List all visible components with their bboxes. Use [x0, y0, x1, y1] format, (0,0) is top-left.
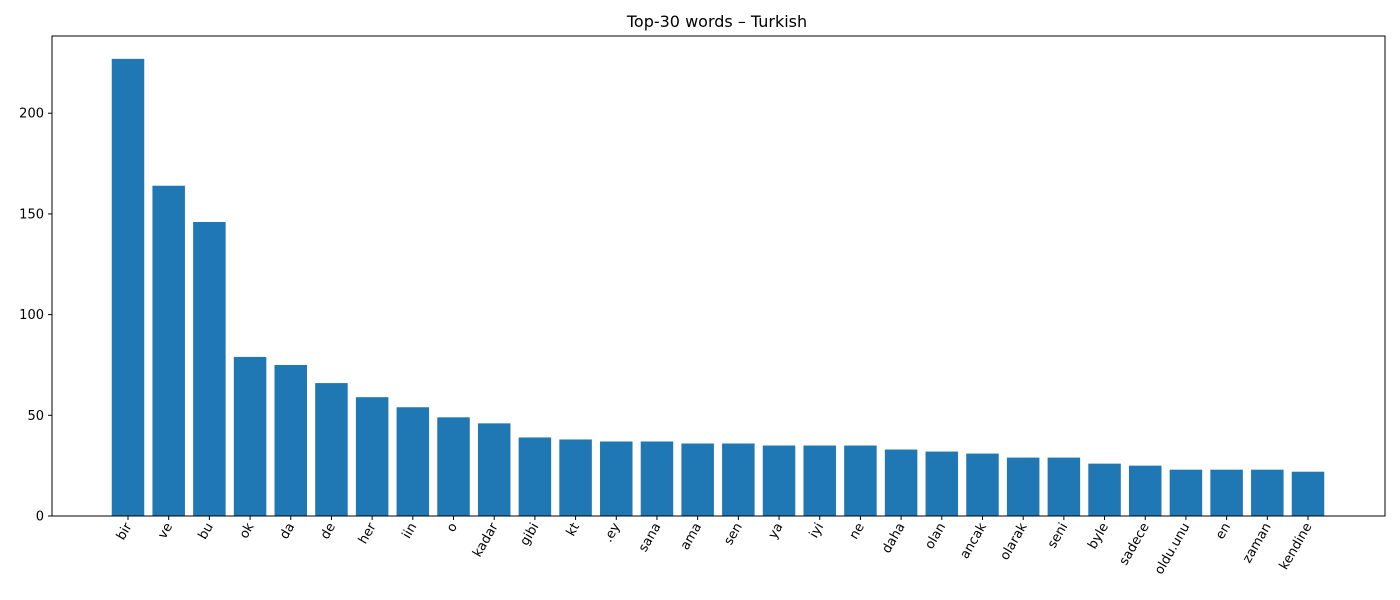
x-tick-label: bu [196, 521, 217, 543]
bar-bu [193, 221, 226, 517]
x-tick-label: o [444, 520, 461, 534]
bar-en [1210, 469, 1243, 516]
bar-her [355, 397, 389, 516]
x-tick-label: ok [237, 520, 258, 541]
chart-title: Top-30 words – Turkish [626, 12, 807, 31]
bar-kt [559, 439, 592, 516]
bar-byle [1088, 463, 1121, 516]
x-tick-label: kt [564, 521, 583, 539]
bar-iyi [803, 445, 836, 516]
bar-ya [762, 445, 796, 516]
bar-gibi [518, 437, 552, 516]
y-tick-label: 50 [27, 409, 44, 424]
bar-kadar [477, 423, 511, 516]
bar-ama [681, 443, 714, 516]
x-tick-label: daha [879, 521, 908, 557]
bar-kendine [1291, 471, 1325, 516]
bar-zaman [1251, 469, 1284, 516]
plot-frame [51, 35, 1386, 517]
x-tick-label: kendine [1277, 521, 1316, 573]
x-tick-label: ne [847, 521, 868, 543]
x-axis: bir ve bu ok da de her iin o kadar gibi kt .ey sana am… [114, 516, 1316, 578]
x-tick-label: sen [721, 521, 745, 548]
x-tick-label: ama [678, 521, 705, 553]
bar-.ey [600, 441, 633, 516]
bar-sen [722, 443, 755, 516]
x-tick-label: sadece [1117, 521, 1153, 568]
bars [111, 58, 1325, 517]
x-tick-label: de [318, 520, 339, 542]
y-tick-label: 200 [19, 107, 44, 122]
bar-olan [925, 451, 959, 516]
bar-bir [111, 58, 145, 517]
x-tick-label: iyi [807, 521, 827, 541]
x-tick-label: ancak [958, 520, 991, 562]
x-tick-label: byle [1085, 521, 1112, 552]
bar-ancak [966, 453, 999, 516]
bar-ve [152, 185, 185, 517]
y-tick-label: 100 [19, 308, 44, 323]
y-axis: 0 50 100 150 200 [19, 107, 52, 525]
y-tick-label: 0 [36, 510, 44, 525]
bar-iin [396, 407, 430, 516]
x-tick-label: gibi [518, 521, 543, 549]
x-tick-label: her [356, 520, 380, 547]
x-tick-label: ya [766, 521, 787, 542]
x-tick-label: sana [636, 521, 664, 555]
bar-oldu.unu [1169, 469, 1203, 516]
x-tick-label: iin [400, 521, 421, 542]
x-tick-label: olarak [997, 520, 1030, 563]
x-tick-label: .ey [601, 520, 624, 545]
x-tick-label: en [1213, 521, 1234, 543]
y-tick-label: 150 [19, 207, 44, 222]
x-tick-label: bir [114, 520, 136, 543]
bar-ne [844, 445, 877, 516]
bar-sana [640, 441, 674, 516]
x-tick-label: olan [922, 521, 949, 553]
x-tick-label: ve [155, 521, 176, 542]
bar-de [315, 383, 348, 516]
x-tick-label: kadar [470, 520, 502, 560]
bar-o [437, 417, 470, 516]
bar-sadece [1128, 465, 1162, 516]
bar-seni [1047, 457, 1081, 516]
x-tick-label: zaman [1240, 521, 1275, 566]
bar-da [274, 364, 308, 516]
x-tick-label: da [277, 521, 298, 543]
bar-olarak [1006, 457, 1040, 516]
x-tick-label: oldu.unu [1152, 521, 1193, 578]
bar-daha [884, 449, 918, 516]
x-tick-label: seni [1045, 521, 1071, 552]
bar-ok [233, 356, 267, 516]
